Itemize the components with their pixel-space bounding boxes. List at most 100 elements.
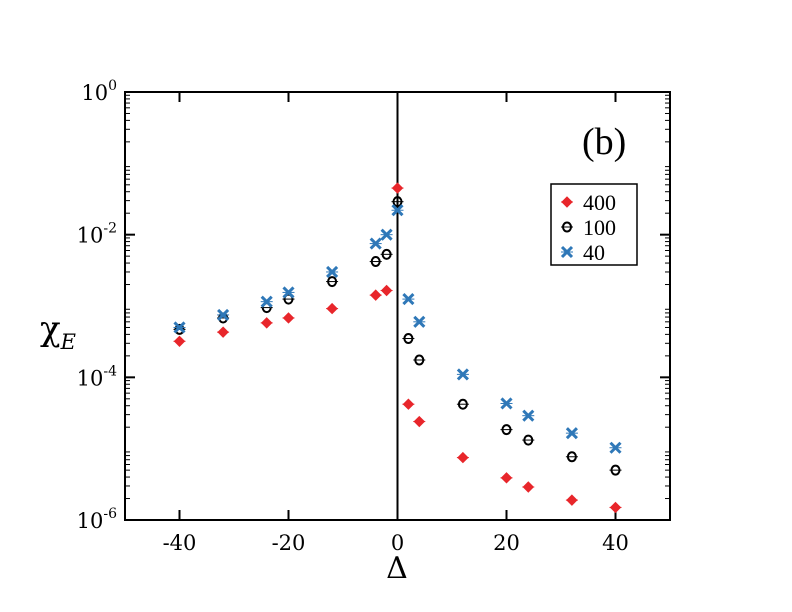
- diamond-marker: [391, 182, 404, 194]
- y-tick-exponent: -4: [103, 363, 117, 379]
- circle-marker: [381, 248, 392, 260]
- circle-marker: [327, 276, 338, 288]
- legend-entry-100: 100: [561, 215, 616, 240]
- point-400: [522, 481, 535, 493]
- series-40: [173, 204, 622, 454]
- diamond-marker: [326, 302, 338, 315]
- x-tick-label: 40: [602, 531, 629, 555]
- point-40: [173, 321, 186, 334]
- circle-marker: [403, 333, 414, 345]
- point-100: [380, 248, 393, 260]
- y-tick-base: 10: [77, 366, 104, 390]
- point-400: [413, 415, 426, 428]
- point-40: [217, 308, 230, 321]
- point-100: [456, 398, 469, 410]
- point-40: [456, 368, 469, 381]
- circle-marker: [283, 293, 294, 305]
- x-tick-labels: -40 -20 0 20 40: [163, 531, 629, 555]
- legend-entry-40: 40: [560, 240, 605, 265]
- legend-label: 100: [583, 215, 616, 240]
- y-tick-label: 10-4: [77, 363, 117, 390]
- point-40: [391, 204, 404, 217]
- point-100: [522, 434, 535, 446]
- y-axis-label-main: χ: [40, 309, 61, 349]
- x-axis-label: Δ: [386, 551, 408, 586]
- diamond-marker: [173, 335, 186, 348]
- diamond-marker: [500, 472, 513, 484]
- x-marker: [326, 265, 339, 279]
- point-100: [500, 424, 513, 436]
- diamond-marker: [566, 494, 578, 506]
- x-marker: [217, 308, 230, 321]
- point-400: [260, 317, 273, 329]
- point-400: [380, 284, 393, 297]
- diamond-marker: [522, 481, 535, 493]
- point-100: [609, 464, 622, 476]
- point-40: [402, 293, 415, 306]
- x-marker: [522, 409, 535, 422]
- x-marker: [560, 245, 574, 259]
- circle-marker: [562, 221, 572, 233]
- point-40: [413, 315, 426, 328]
- y-axis-label: χE: [40, 309, 76, 354]
- point-100: [282, 293, 295, 305]
- circle-marker: [370, 256, 381, 268]
- x-marker: [456, 368, 469, 381]
- diamond-marker: [369, 289, 382, 301]
- diamond-marker: [260, 317, 273, 329]
- x-marker: [413, 315, 426, 328]
- x-marker: [565, 427, 578, 440]
- y-tick-label: 10-6: [77, 506, 117, 533]
- panel-annotation: (b): [582, 121, 626, 163]
- diamond-marker: [413, 415, 426, 428]
- point-400: [609, 501, 622, 514]
- diamond-marker: [561, 196, 573, 208]
- point-400: [173, 335, 186, 348]
- circle-marker: [501, 424, 512, 436]
- point-400: [369, 289, 382, 301]
- point-400: [326, 302, 339, 315]
- y-tick-label: 10-2: [77, 221, 117, 248]
- point-100: [391, 196, 404, 208]
- x-marker: [260, 295, 273, 308]
- x-marker: [380, 228, 393, 241]
- x-tick-label: -20: [272, 531, 306, 555]
- x-marker: [282, 286, 295, 299]
- x-tick-label: 20: [493, 531, 520, 555]
- point-40: [282, 286, 295, 299]
- point-40: [522, 409, 535, 422]
- x-marker: [609, 441, 622, 454]
- legend-marker: [560, 245, 574, 259]
- point-40: [326, 265, 339, 279]
- x-tick-label: -40: [163, 531, 197, 555]
- x-marker: [173, 321, 186, 334]
- y-tick-base: 10: [77, 509, 104, 533]
- diamond-marker: [217, 326, 229, 338]
- point-400: [456, 451, 469, 464]
- legend-label: 400: [583, 190, 616, 215]
- y-tick-base: 10: [81, 81, 108, 105]
- circle-marker: [414, 354, 425, 366]
- diamond-marker: [380, 284, 393, 297]
- x-tick-label: 0: [391, 531, 404, 555]
- x-marker: [500, 397, 513, 410]
- x-marker: [391, 204, 404, 217]
- legend-entry-400: 400: [561, 190, 616, 215]
- point-40: [500, 397, 513, 410]
- data-points: [173, 182, 622, 514]
- point-400: [217, 326, 230, 338]
- point-40: [369, 237, 382, 250]
- diamond-marker: [609, 501, 622, 514]
- y-tick-exponent: 0: [108, 78, 117, 94]
- diamond-marker: [457, 451, 469, 464]
- series-400: [173, 182, 622, 514]
- diamond-marker: [282, 312, 295, 324]
- y-axis-label-subscript: E: [60, 330, 76, 354]
- circle-marker: [610, 464, 621, 476]
- legend-label: 40: [583, 240, 605, 265]
- legend-marker: [561, 221, 573, 233]
